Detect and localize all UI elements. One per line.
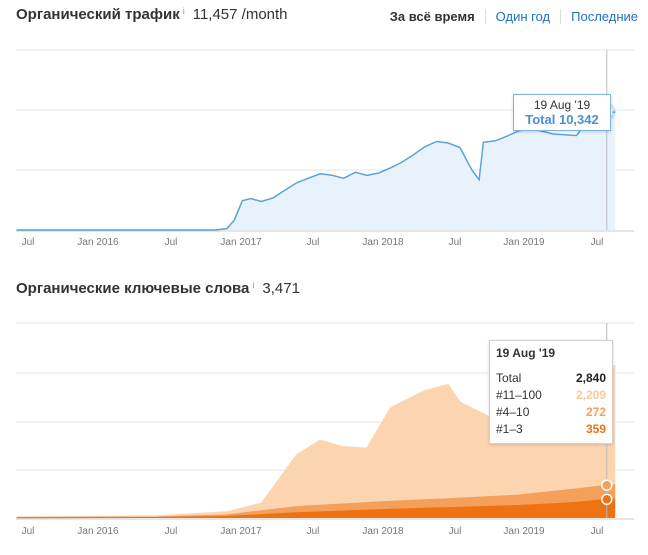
tab-one-year[interactable]: Один год <box>484 9 560 24</box>
x-tick-label: Jan 2016 <box>77 526 119 537</box>
tab-all-time[interactable]: За всё время <box>389 9 475 24</box>
tooltip-row-value: 272 <box>585 405 606 419</box>
keywords-info-icon[interactable]: i <box>252 280 255 290</box>
tooltip-row-value: 2,209 <box>575 388 606 402</box>
x-tick-label: Jan 2019 <box>503 526 545 537</box>
tooltip-row-11-100: #11–100 2,209 <box>496 387 606 404</box>
keywords-title: Органические ключевые слова <box>16 280 250 297</box>
traffic-tooltip-date: 19 Aug '19 <box>533 98 591 112</box>
x-tick-label: Jul <box>307 526 320 537</box>
tooltip-row-label: #11–100 <box>496 388 542 402</box>
x-tick-label: Jan 2018 <box>362 237 404 248</box>
tooltip-row-4-10: #4–10 272 <box>496 404 606 421</box>
keywords-tooltip-date: 19 Aug '19 <box>496 346 556 360</box>
x-tick-label: Jul <box>449 526 462 537</box>
traffic-tooltip-label: Total <box>525 112 556 127</box>
x-tick-label: Jan 2019 <box>503 237 545 248</box>
x-tick-label: Jan 2017 <box>220 237 262 248</box>
traffic-tooltip-value: 10,342 <box>558 112 599 127</box>
x-tick-label: Jul <box>22 237 35 248</box>
tooltip-row-value: 2,840 <box>575 371 606 385</box>
tooltip-row-value: 359 <box>585 422 606 436</box>
x-tick-label: Jul <box>165 237 178 248</box>
tooltip-row-total: Total 2,840 <box>496 370 606 387</box>
traffic-tooltip-total: Total 10,342 <box>518 112 606 127</box>
x-tick-label: Jul <box>449 237 462 248</box>
traffic-chart[interactable]: Jul Jan 2016 Jul Jan 2017 Jul Jan 2018 Jul Jan … <box>0 40 648 258</box>
kw-area-top3 <box>16 499 616 518</box>
x-tick-label: Jan 2018 <box>362 526 404 537</box>
kw-area-top3-edge <box>16 498 616 519</box>
tooltip-row-1-3: #1–3 359 <box>496 421 606 438</box>
keywords-header: Органические ключевые слова i 3,471 <box>16 280 648 304</box>
x-tick-label: Jul <box>591 237 604 248</box>
traffic-info-icon[interactable]: i <box>182 6 185 16</box>
hover-point <box>601 493 613 506</box>
tooltip-row-label: #4–10 <box>496 405 530 419</box>
keywords-value: 3,471 <box>262 280 300 297</box>
traffic-tooltip: 19 Aug '19 Total 10,342 <box>513 94 611 131</box>
x-tick-label: Jan 2017 <box>220 526 262 537</box>
kw-area-11-100 <box>16 365 616 518</box>
x-tick-label: Jul <box>591 526 604 537</box>
traffic-area <box>16 111 616 230</box>
x-tick-label: Jul <box>22 526 35 537</box>
x-tick-label: Jan 2016 <box>77 237 119 248</box>
traffic-header: Органический трафик i 11,457 /month <box>16 6 648 30</box>
traffic-title: Органический трафик <box>16 6 180 23</box>
range-tabs: За всё время Один год Последние <box>380 9 648 24</box>
traffic-value: 11,457 /month <box>192 6 288 23</box>
x-tick-label: Jul <box>307 237 320 248</box>
kw-area-4-10-edge <box>16 484 616 518</box>
tooltip-row-label: Total <box>496 371 522 385</box>
tab-last[interactable]: Последние <box>560 9 648 24</box>
keywords-tooltip: 19 Aug '19 Total 2,840 #11–100 2,209 #4–… <box>489 340 613 444</box>
tooltip-row-label: #1–3 <box>496 422 523 436</box>
x-tick-label: Jul <box>165 526 178 537</box>
hover-point <box>601 479 613 491</box>
kw-area-4-10 <box>16 484 616 518</box>
